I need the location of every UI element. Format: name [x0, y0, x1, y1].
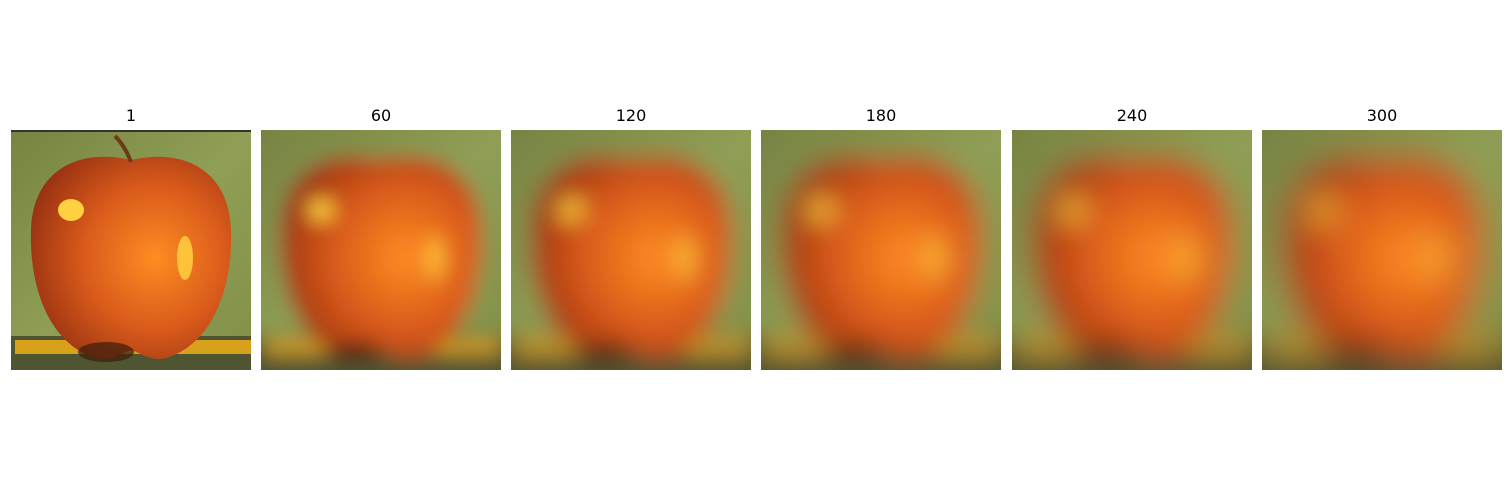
apple-highlight-right: [677, 236, 693, 280]
apple-photo: [11, 130, 251, 370]
panel-title-4: 180: [865, 106, 897, 125]
panel-image-2: [261, 130, 501, 370]
apple-photo: [1262, 130, 1502, 370]
apple-body: [30, 156, 232, 359]
apple-body: [780, 156, 982, 359]
apple-scene: [1262, 130, 1502, 370]
apple-base-shadow: [328, 342, 384, 362]
apple-highlight-left: [58, 199, 84, 221]
apple-body: [530, 156, 732, 359]
apple-highlight-left: [1309, 199, 1335, 221]
panel-image-1: [11, 130, 251, 370]
panel-image-6: [1262, 130, 1502, 370]
apple-highlight-right: [427, 236, 443, 280]
apple-base-shadow: [578, 342, 634, 362]
panel-2: 60: [261, 104, 501, 370]
panel-title-6: 300: [1366, 106, 1398, 125]
apple-body: [1031, 156, 1233, 359]
apple-photo: [1012, 130, 1252, 370]
apple-base-shadow: [1329, 342, 1385, 362]
apple-scene: [11, 130, 251, 370]
apple-highlight-left: [1059, 199, 1085, 221]
apple-scene: [1012, 130, 1252, 370]
panel-1: 1: [11, 104, 251, 370]
panel-title-1: 1: [125, 106, 137, 125]
apple-highlight-right: [1178, 236, 1194, 280]
panel-6: 300: [1262, 104, 1502, 370]
apple-highlight-left: [558, 199, 584, 221]
panel-4: 180: [761, 104, 1001, 370]
panel-title-5: 240: [1116, 106, 1148, 125]
apple-photo: [261, 130, 501, 370]
apple-base-shadow: [828, 342, 884, 362]
apple-highlight-left: [808, 199, 834, 221]
panel-5: 240: [1012, 104, 1252, 370]
panel-title-2: 60: [370, 106, 392, 125]
apple-base-shadow: [1079, 342, 1135, 362]
apple-body: [1281, 156, 1483, 359]
panel-image-5: [1012, 130, 1252, 370]
apple-highlight-right: [927, 236, 943, 280]
apple-scene: [761, 130, 1001, 370]
apple-body: [280, 156, 482, 359]
apple-base-shadow: [78, 342, 134, 362]
panel-image-4: [761, 130, 1001, 370]
apple-photo: [511, 130, 751, 370]
panel-title-3: 120: [615, 106, 647, 125]
apple-highlight-right: [1428, 236, 1444, 280]
panel-image-3: [511, 130, 751, 370]
apple-stem: [113, 134, 133, 163]
apple-photo: [761, 130, 1001, 370]
apple-scene: [511, 130, 751, 370]
apple-scene: [261, 130, 501, 370]
apple-highlight-right: [177, 236, 193, 280]
panel-3: 120: [511, 104, 751, 370]
apple-highlight-left: [308, 199, 334, 221]
